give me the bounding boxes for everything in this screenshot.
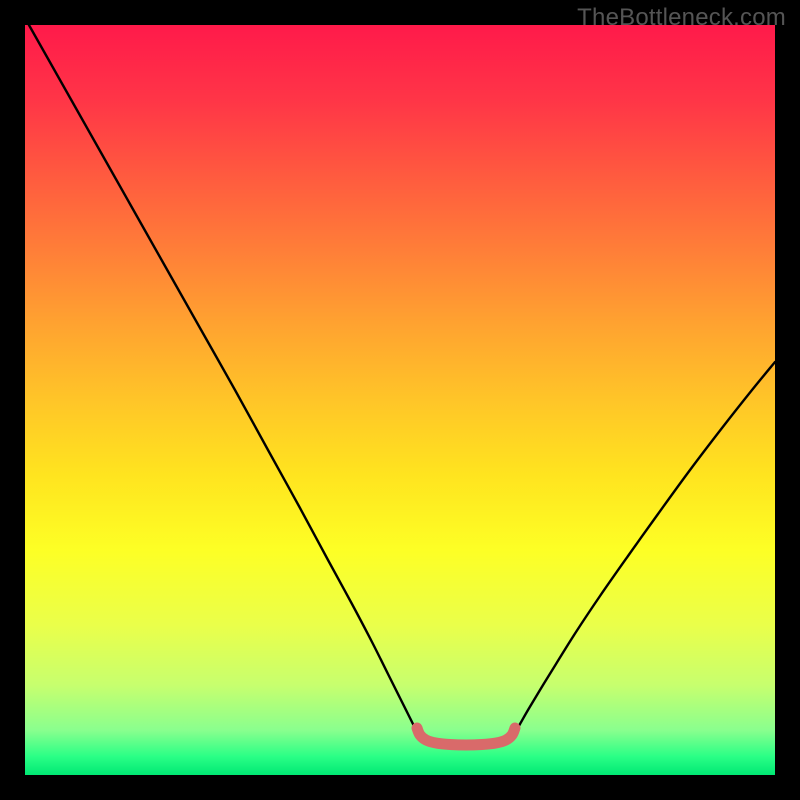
right-curve (514, 362, 775, 734)
curves-layer (0, 0, 800, 800)
valley-highlight (417, 728, 515, 745)
chart-container: TheBottleneck.com (0, 0, 800, 800)
left-curve (25, 18, 418, 734)
plot-area (25, 25, 775, 775)
watermark-text: TheBottleneck.com (577, 4, 786, 32)
